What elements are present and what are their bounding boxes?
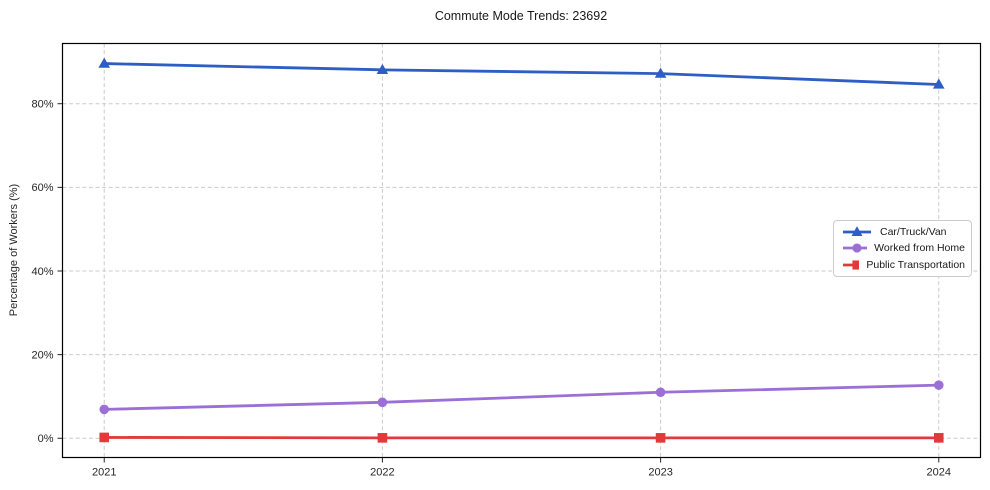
triangle-marker-icon <box>851 226 863 237</box>
circle-marker-icon <box>99 404 110 415</box>
x-tick-label: 2024 <box>927 467 951 479</box>
circle-marker-icon <box>655 387 666 398</box>
legend-line-sample-icon <box>843 243 868 254</box>
series-car-truck-van <box>98 57 945 89</box>
legend-line-sample-icon <box>843 260 860 270</box>
chart-title: Commute Mode Trends: 23692 <box>434 9 608 23</box>
series-public-transportation <box>99 432 944 443</box>
x-tick-label: 2023 <box>648 467 672 479</box>
series-line <box>102 383 941 411</box>
legend: Car/Truck/Van Worked from Home Public Tr… <box>833 220 972 277</box>
y-tick-label: 60% <box>31 182 53 194</box>
circle-marker-icon <box>852 243 862 254</box>
square-marker-icon <box>99 432 110 443</box>
triangle-marker-icon <box>932 78 945 89</box>
square-marker-icon <box>933 433 944 443</box>
plot-border <box>61 42 982 459</box>
circle-marker-icon <box>377 397 388 408</box>
series-line <box>102 62 941 86</box>
y-tick-label: 20% <box>31 349 53 361</box>
legend-item-label: Public Transportation <box>866 258 965 271</box>
y-tick-label: 80% <box>31 99 53 111</box>
triangle-marker-icon <box>98 57 111 68</box>
legend-item-label: Worked from Home <box>874 242 965 255</box>
series-worked-from-home <box>99 380 944 415</box>
circle-marker-icon <box>933 380 944 390</box>
y-tick-label: 40% <box>31 266 53 278</box>
y-tick-label: 0% <box>38 433 54 445</box>
legend-item-car-truck-van: Car/Truck/Van <box>841 225 965 239</box>
x-tick-label: 2022 <box>370 467 394 479</box>
legend-item-public-transportation: Public Transportation <box>841 258 965 272</box>
square-marker-icon <box>377 433 388 443</box>
square-marker-icon <box>852 260 860 270</box>
x-tick-label: 2021 <box>92 467 116 479</box>
legend-item-label: Car/Truck/Van <box>880 226 947 239</box>
legend-line-sample-icon <box>843 226 871 237</box>
triangle-marker-icon <box>654 67 667 78</box>
square-marker-icon <box>655 433 666 443</box>
triangle-marker-icon <box>376 63 389 75</box>
legend-item-worked-from-home: Worked from Home <box>841 241 965 255</box>
